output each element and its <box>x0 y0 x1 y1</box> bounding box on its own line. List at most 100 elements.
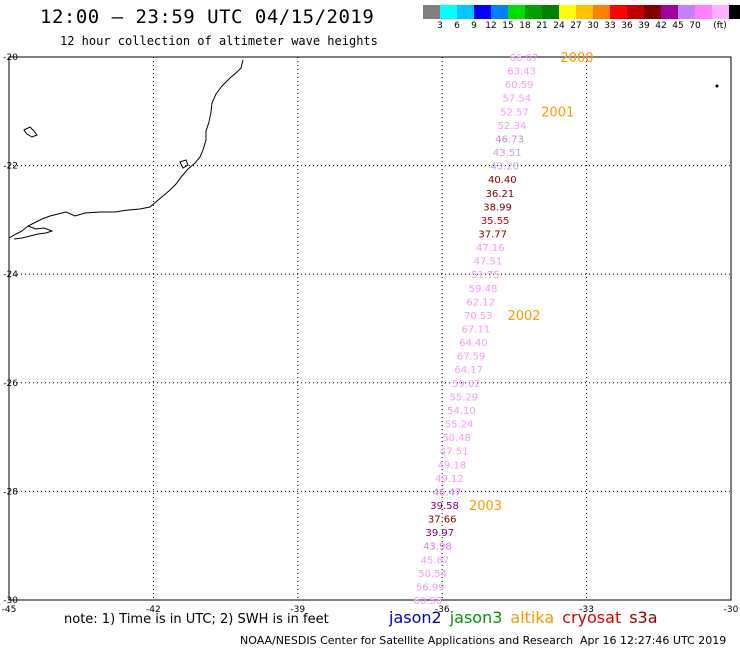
wave-height-value: 64.40 <box>459 338 488 349</box>
wave-height-value: 35.55 <box>481 216 510 227</box>
wave-height-value: 55.29 <box>450 392 479 403</box>
legend-swatch <box>440 5 457 19</box>
legend-label: 27 <box>570 21 582 31</box>
wave-height-value: 43.20 <box>490 162 519 173</box>
legend-label: 70 <box>689 21 701 31</box>
time-label: 2002 <box>507 309 540 324</box>
page-title: 12:00 – 23:59 UTC 04/15/2019 <box>40 6 375 28</box>
wave-height-value: 49.18 <box>438 460 467 471</box>
legend-swatch <box>491 5 508 19</box>
axis-labels: -45 -42 -39 -36 -33 -30 -20 -22 -24 -26 -28 -30 <box>2 53 739 615</box>
wave-height-value: 40.40 <box>488 175 517 186</box>
legend-label: 30 <box>587 21 599 31</box>
lon-tick-label: -39 <box>290 605 305 615</box>
time-labels: 2000 2001 2002 2003 <box>469 51 594 514</box>
wave-height-value: 38.99 <box>483 202 512 213</box>
legend-swatch <box>525 5 542 19</box>
legend-label: (ft) <box>713 21 727 31</box>
legend-swatch <box>474 5 491 19</box>
wave-height-value: 37.77 <box>478 229 507 240</box>
wave-height-value: 37.66 <box>428 515 457 526</box>
wave-height-value: 47.51 <box>440 447 469 458</box>
wave-height-value: 39.97 <box>425 528 454 539</box>
legend-label: 33 <box>604 21 616 31</box>
wave-height-value: 43.98 <box>423 542 452 553</box>
coastline <box>8 59 244 239</box>
wave-height-value: 66.07 <box>510 53 539 64</box>
map-grid <box>9 57 731 600</box>
lon-tick-label: -33 <box>579 605 594 615</box>
wave-height-value: 36.21 <box>486 189 515 200</box>
legend-swatch <box>644 5 661 19</box>
page-subtitle: 12 hour collection of altimeter wave hei… <box>60 34 378 48</box>
lat-tick-label: -30 <box>3 596 18 606</box>
wave-height-value: 54.10 <box>447 406 476 417</box>
satellite-jason2: jason2 <box>389 608 442 627</box>
wave-height-value: 43.51 <box>493 148 522 159</box>
wave-height-value: 50.54 <box>418 569 447 580</box>
time-label: 2000 <box>560 51 593 66</box>
lon-tick-label: -42 <box>146 605 161 615</box>
wave-height-value: 60.59 <box>505 80 534 91</box>
legend-swatch <box>627 5 644 19</box>
wave-height-value: 50.48 <box>442 433 471 444</box>
time-label: 2001 <box>541 105 574 120</box>
wave-height-value: 67.59 <box>457 352 486 363</box>
legend-label: 6 <box>454 21 460 31</box>
legend-swatch <box>593 5 610 19</box>
lat-tick-label: -20 <box>3 53 18 63</box>
wave-height-value: 47.16 <box>476 243 505 254</box>
wave-height-value: 52.34 <box>498 121 527 132</box>
satellite-s3a: s3a <box>629 608 658 627</box>
lon-tick-label: -36 <box>435 605 450 615</box>
legend-swatch <box>457 5 474 19</box>
wave-height-value: 57.54 <box>502 94 531 105</box>
wave-height-value: 62.12 <box>466 297 495 308</box>
time-label: 2003 <box>469 499 502 514</box>
legend-swatch <box>542 5 559 19</box>
footer-note: note: 1) Time is in UTC; 2) SWH is in fe… <box>64 612 329 627</box>
satellite-cryosat: cryosat <box>562 608 622 627</box>
generated-timestamp: Apr 16 12:27:46 UTC 2019 <box>580 634 727 647</box>
legend-color-bar <box>423 5 740 19</box>
legend-swatch <box>508 5 525 19</box>
wave-height-value: 67.11 <box>462 325 491 336</box>
map-frame <box>8 56 732 601</box>
wave-height-value: 39.58 <box>430 501 459 512</box>
legend-label: 12 <box>485 21 497 31</box>
legend-swatch <box>729 5 740 19</box>
altimeter-track: 66.07 63.43 60.59 57.54 52.57 52.34 46.73 43.51… <box>413 53 538 607</box>
satellite-jason3: jason3 <box>449 608 503 627</box>
wave-height-value: 63.43 <box>507 67 536 78</box>
lat-tick-label: -24 <box>3 270 18 280</box>
legend-label: 21 <box>536 21 548 31</box>
lat-tick-label: -28 <box>3 487 18 497</box>
legend-label: 9 <box>471 21 477 31</box>
coast-bay <box>13 225 54 240</box>
lat-tick-label: -26 <box>3 379 18 389</box>
satellite-altika: altika <box>510 608 555 627</box>
wave-height-value: 45.87 <box>421 555 450 566</box>
wave-height-value: 60.56 <box>413 596 442 607</box>
satellite-legend: jason2 jason3 altika cryosat s3a <box>389 608 666 627</box>
legend-label: 15 <box>502 21 514 31</box>
wave-height-value: 46.73 <box>495 134 524 145</box>
color-legend: 3 6 9 12 15 18 21 24 27 30 33 36 39 42 45 70 (ft) <box>423 5 740 33</box>
wave-height-value: 47.51 <box>474 257 503 268</box>
legend-label: 18 <box>519 21 531 31</box>
wave-height-value: 49.12 <box>435 474 464 485</box>
island-mid <box>179 159 189 169</box>
wave-height-value: 59.02 <box>452 379 481 390</box>
legend-label: 42 <box>655 21 667 31</box>
legend-swatch <box>695 5 712 19</box>
legend-swatch <box>661 5 678 19</box>
legend-swatch <box>610 5 627 19</box>
legend-swatch <box>678 5 695 19</box>
wave-height-value: 46.47 <box>433 487 462 498</box>
wave-height-value: 70.53 <box>464 311 493 322</box>
lon-tick-label: -45 <box>2 605 17 615</box>
wave-height-value: 64.17 <box>454 365 483 376</box>
legend-label: 45 <box>672 21 684 31</box>
legend-swatch <box>576 5 593 19</box>
